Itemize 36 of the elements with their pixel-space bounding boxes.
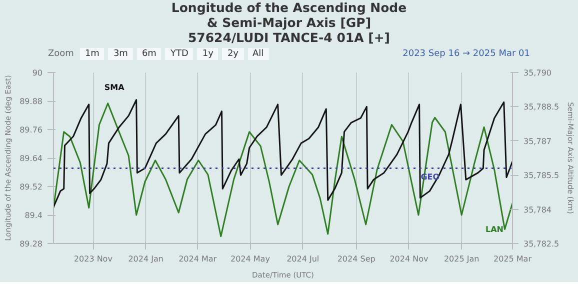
x-tick-label: 2024 Jan (128, 254, 164, 264)
x-tick-label: 2024 Jul (286, 254, 320, 264)
x-tick-label: 2024 Nov (390, 254, 428, 264)
line-series (54, 99, 512, 208)
y2-tick-label: 35,787 (524, 136, 552, 146)
y-tick-label: 89.4 (24, 211, 42, 220)
y2-tick-label: 35,782.5 (524, 240, 560, 248)
y-tick-label: 89.64 (20, 154, 43, 163)
y-tick-label: 89.88 (20, 97, 43, 106)
text: YTD (165, 48, 194, 60)
x-tick-label: 2023 Nov (74, 254, 113, 264)
x-tick-label: 2024 Sep (337, 254, 376, 264)
series-label: LAN (486, 225, 504, 234)
chart-title: Longitude of the Ascending Node & Semi-Major Axis [GP] 57624/LUDI TANCE-4 01A [+] (171, 0, 407, 45)
line-series (54, 102, 512, 238)
text: 3m (108, 48, 133, 60)
series-label: SMA (104, 82, 126, 92)
text: 2y (222, 48, 244, 60)
x-tick-label: 2024 May (230, 254, 270, 264)
y-tick-label: 89.28 (20, 240, 43, 248)
text: All (248, 48, 269, 60)
text: 2023 Sep 16 → 2025 Mar 01 (402, 48, 530, 61)
y2-tick-label: 35,790 (524, 68, 552, 78)
y-tick-label: 90 (32, 68, 43, 78)
x-tick-label: 2025 Jan (444, 254, 480, 264)
x-tick-label: 2024 Mar (178, 254, 218, 264)
y-tick-label: 89.76 (20, 126, 43, 134)
y2-tick-label: 35,785.5 (524, 171, 560, 180)
text: 1y (197, 48, 218, 60)
text: 1m (80, 48, 104, 60)
y2-tick-label: 35,784 (524, 205, 552, 214)
text: Zoom (48, 49, 74, 59)
y2-tick-label: 35,788.5 (524, 102, 560, 112)
text: 6m (136, 48, 162, 60)
y-tick-label: 89.52 (20, 182, 43, 192)
x-tick-label: 2025 Mar (494, 254, 532, 264)
